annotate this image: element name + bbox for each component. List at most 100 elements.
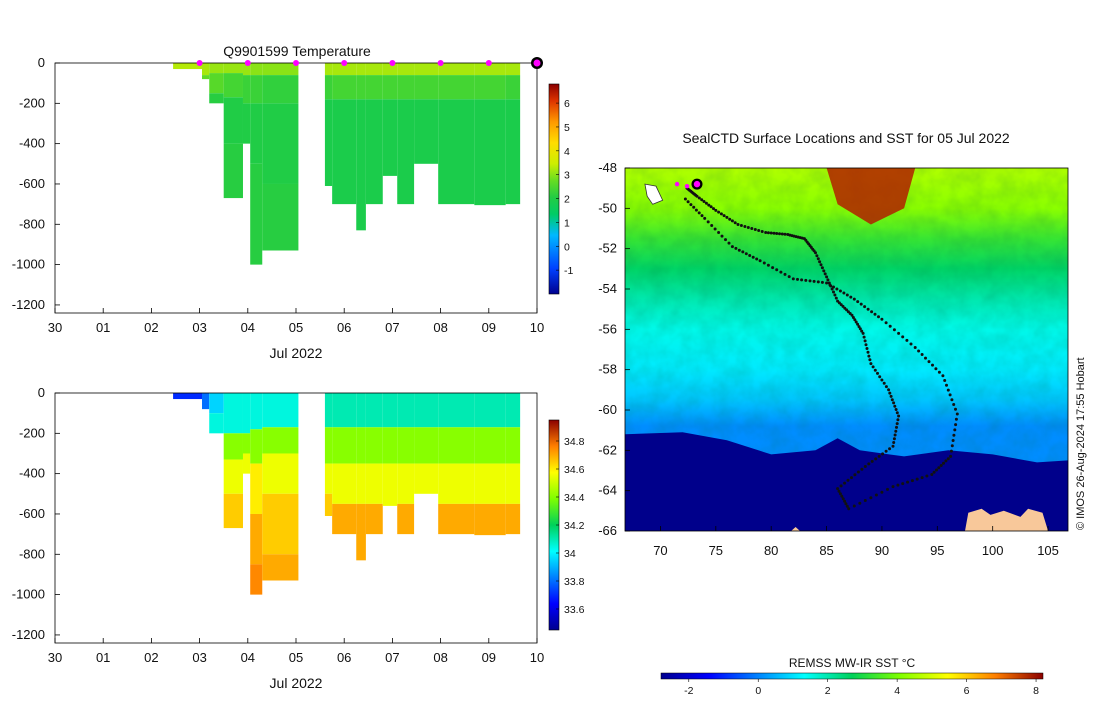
track-point [818,260,822,264]
track-point [712,207,715,211]
sst-colorbar: REMSS MW-IR SST °C -2 0 2 4 6 8 [660,656,1044,697]
track-point [893,404,897,408]
track-point [868,358,872,362]
track-point [791,277,795,281]
profile-cell [332,75,357,100]
track-point [736,223,740,226]
profile-cell [382,75,398,100]
track-point [834,296,838,300]
track-point [838,492,842,496]
track-point [748,254,752,257]
x-tick-label: 10 [530,650,544,665]
track-point [873,312,877,316]
profile-cell [209,63,224,74]
track-point [864,343,868,347]
profile-6 [262,63,299,251]
profile-cell [324,75,333,100]
track-point [728,217,732,221]
profile-cell [332,427,357,464]
profile-3 [223,63,243,199]
track-point [808,279,812,283]
track-point [888,324,892,328]
profile-cell [262,75,299,104]
track-point [766,263,770,267]
salinity-profiles [173,393,521,595]
track-point [895,425,898,429]
map-y-tick-label: -52 [598,241,617,256]
y-tick-label: -1200 [12,627,45,642]
profile-6 [262,393,299,581]
track-point [920,476,924,480]
track-point [932,470,936,474]
surfacing-marker [244,60,251,66]
track-point [851,316,855,319]
track-point [860,329,864,333]
track-point [706,220,710,224]
colorbar-tick-label: 33.6 [564,604,585,616]
track-point [935,468,938,472]
track-point [823,272,827,276]
track-point [888,391,892,395]
y-tick-label: -600 [19,176,45,191]
track-point [892,441,896,444]
profile-cell [414,463,439,494]
land-patch [791,527,800,531]
track-point [934,367,938,371]
profile-cell [250,513,263,565]
map-title: SealCTD Surface Locations and SST for 05… [682,130,1010,146]
track-point [850,313,854,317]
profile-cell [356,427,366,464]
profile-1 [202,393,210,410]
track-point [816,280,820,284]
surfacing-marker [389,60,396,66]
profile-cell [209,73,224,94]
track-point [917,349,921,353]
recent-position [674,181,680,187]
x-tick-label: 02 [144,320,158,335]
profile-cell [250,429,263,464]
track-point [955,412,959,416]
map-y-tick-label: -64 [598,483,617,498]
track-point [891,444,895,448]
track-point [886,487,889,491]
surfacing-marker [485,60,492,66]
track-point [692,205,696,209]
profile-11 [382,63,398,176]
profile-cell [505,393,521,428]
profile-cell [332,463,357,504]
track-point [839,484,843,488]
y-tick-label: 0 [38,385,45,400]
map-x-axis: 70 75 80 85 90 95 100 105 [653,526,1059,558]
sst-colorbar-tick-label: 2 [825,685,831,697]
profile-12 [397,63,415,205]
track-point [859,302,863,306]
track-point [689,203,693,207]
colorbar-tick-label: 5 [564,122,570,134]
track-point [702,200,706,203]
profile-cell [438,427,475,464]
profile-cell [356,99,366,231]
track-point [828,283,832,287]
y-tick-label: -400 [19,466,45,481]
profile-cell [382,427,398,464]
y-tick-label: -1200 [12,297,45,312]
track-point [683,197,687,201]
track-point [915,477,919,481]
track-point [906,480,910,484]
profile-cell [397,63,415,76]
track-point [730,245,734,249]
track-point [867,354,871,358]
x-tick-label: 04 [241,320,255,335]
colorbar-tick-label: 34.6 [564,464,585,476]
track-point [804,278,808,282]
track-point [730,219,734,223]
track-point [845,504,849,508]
profile-cell [250,103,263,164]
track-point [707,203,711,207]
salinity-y-axis: 0 -200 -400 -600 -800 -1000 -1200 [12,385,60,642]
x-tick-label: 05 [289,650,303,665]
colorbar-tick-label: 3 [564,170,570,182]
map-x-tick-label: 70 [653,543,667,558]
track-point [744,252,748,256]
profile-cell [262,183,299,251]
